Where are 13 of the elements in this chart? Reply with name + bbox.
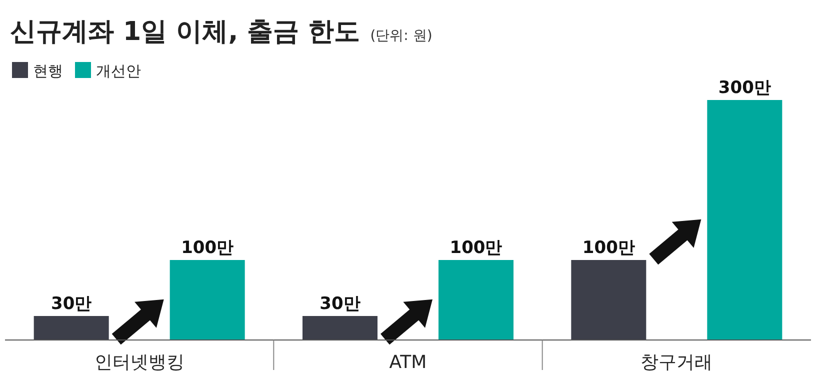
x-tick-label: 창구거래 (640, 352, 713, 373)
legend-label: 현행 (33, 62, 63, 80)
data-label: 30만 (50, 294, 92, 314)
chart-title: 신규계좌 1일 이체, 출금 한도 (10, 17, 360, 47)
data-label: 100만 (450, 238, 502, 258)
x-tick-label: ATM (389, 352, 427, 373)
chart-subtitle: (단위: 원) (370, 28, 432, 44)
data-label: 30만 (320, 294, 360, 314)
data-label: 100만 (181, 238, 234, 258)
x-tick-label: 인터넷뱅킹 (94, 352, 184, 373)
legend-label: 개선안 (96, 62, 141, 80)
data-label: 300만 (718, 78, 771, 98)
data-label: 100만 (582, 238, 635, 258)
